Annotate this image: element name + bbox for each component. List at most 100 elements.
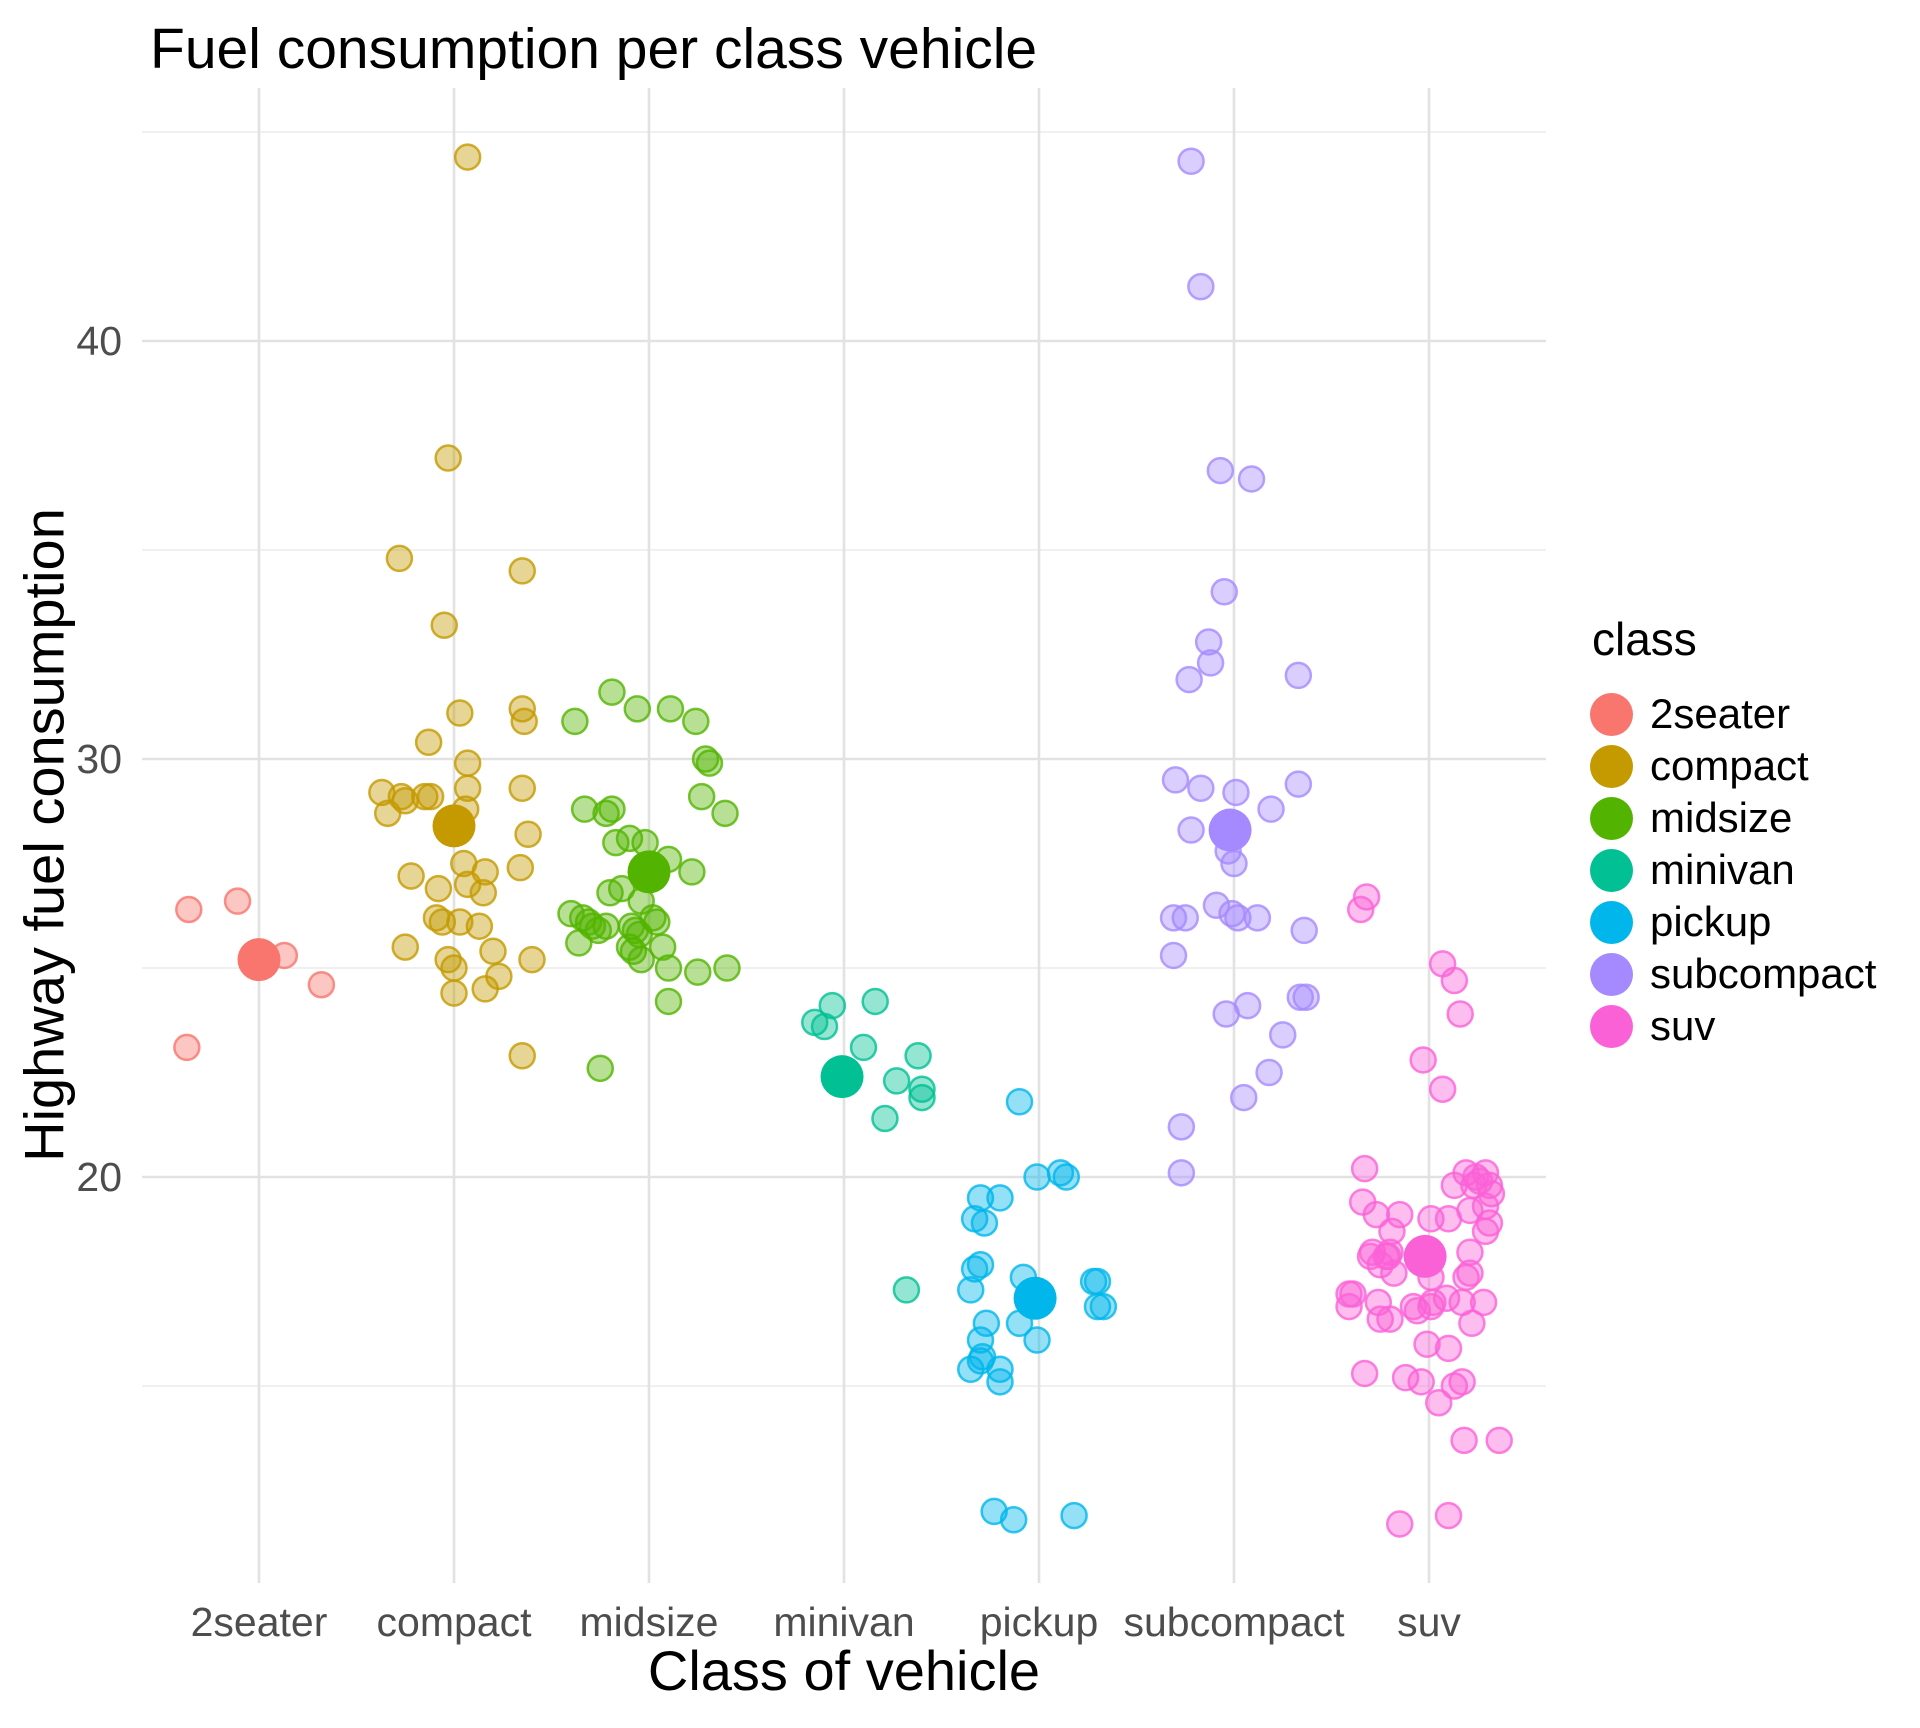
- data-point-compact: [508, 557, 536, 585]
- data-point-subcompact: [1233, 991, 1262, 1020]
- legend-label: compact: [1650, 742, 1809, 789]
- data-point-pickup: [1060, 1501, 1088, 1530]
- data-point-suv: [1425, 1388, 1453, 1417]
- data-point-midsize: [561, 707, 589, 736]
- data-point-suv: [1450, 1426, 1478, 1455]
- data-point-minivan: [904, 1042, 932, 1070]
- data-point-pickup: [966, 1251, 995, 1279]
- data-point-subcompact: [1243, 904, 1272, 932]
- data-point-subcompact: [1161, 766, 1190, 794]
- legend-items: 2seater compact midsize minivan pickup subcom…: [1590, 688, 1876, 1052]
- data-point-minivan: [908, 1083, 936, 1112]
- x-tick-label-midsize: midsize: [579, 1599, 719, 1645]
- y-tick-label: 20: [76, 1154, 122, 1200]
- data-point-subcompact: [1222, 778, 1250, 807]
- x-tick-label-suv: suv: [1397, 1599, 1461, 1645]
- data-point-midsize: [654, 987, 683, 1016]
- data-point-midsize: [656, 695, 685, 723]
- data-point-subcompact: [1177, 816, 1205, 844]
- data-point-subcompact: [1194, 628, 1223, 656]
- data-point-suv: [1456, 1259, 1484, 1287]
- data-point-2seater: [175, 895, 203, 924]
- legend-swatch-icon: [1590, 900, 1633, 944]
- data-point-compact: [453, 143, 482, 171]
- data-point-suv: [1471, 1217, 1500, 1246]
- data-point-suv: [1376, 1305, 1404, 1333]
- data-point-compact: [479, 937, 507, 966]
- data-point-suv: [1440, 966, 1469, 995]
- data-point-2seater: [307, 970, 336, 999]
- x-tick-label-2seater: 2seater: [190, 1599, 328, 1645]
- data-point-midsize: [623, 695, 652, 723]
- data-point-subcompact: [1292, 983, 1320, 1012]
- legend-item-compact: compact: [1590, 740, 1876, 792]
- data-point-compact: [397, 862, 425, 890]
- data-point-minivan: [861, 987, 889, 1016]
- data-point-suv: [1362, 1200, 1391, 1229]
- data-point-compact: [471, 975, 499, 1003]
- x-tick-label-compact: compact: [376, 1599, 532, 1645]
- data-point-subcompact: [1167, 1159, 1196, 1187]
- data-point-midsize: [615, 824, 644, 853]
- data-point-pickup: [970, 1209, 999, 1237]
- data-point-pickup: [1023, 1163, 1051, 1191]
- legend-item-suv: suv: [1590, 1000, 1876, 1052]
- legend-label: 2seater: [1650, 690, 1791, 737]
- data-point-suv: [1446, 1000, 1474, 1028]
- mean-point-pickup: [1013, 1276, 1057, 1320]
- data-point-midsize: [682, 707, 710, 736]
- data-point-compact: [453, 774, 482, 803]
- data-point-compact: [440, 979, 468, 1007]
- data-point-subcompact: [1187, 774, 1215, 803]
- data-point-suv: [1366, 1251, 1394, 1279]
- data-point-suv: [1350, 1154, 1379, 1183]
- data-point-compact: [446, 699, 474, 727]
- data-point-suv: [1407, 1368, 1435, 1396]
- data-point-subcompact: [1206, 456, 1235, 485]
- data-point-subcompact: [1284, 661, 1313, 690]
- y-tick-label: 30: [76, 736, 122, 782]
- mean-point-suv: [1403, 1234, 1447, 1278]
- data-point-pickup: [999, 1506, 1028, 1534]
- data-point-compact: [453, 870, 482, 899]
- x-tick-label-minivan: minivan: [773, 1599, 915, 1645]
- data-point-minivan: [892, 1276, 921, 1304]
- legend-swatch-icon: [1590, 744, 1633, 788]
- data-point-minivan: [882, 1067, 911, 1095]
- y-tick-label: 40: [76, 318, 122, 364]
- legend-item-pickup: pickup: [1590, 896, 1876, 948]
- data-point-suv: [1458, 1309, 1486, 1338]
- data-point-compact: [434, 444, 462, 472]
- data-point-suv: [1380, 1259, 1408, 1287]
- data-point-suv: [1366, 1305, 1394, 1333]
- data-point-pickup: [986, 1368, 1014, 1396]
- data-point-midsize: [598, 795, 626, 823]
- legend-label: midsize: [1650, 794, 1793, 841]
- legend-swatch-icon: [1590, 1004, 1633, 1048]
- data-point-minivan: [908, 1075, 936, 1103]
- data-point-compact: [430, 611, 458, 639]
- data-point-compact: [508, 774, 536, 803]
- data-point-compact: [506, 853, 535, 882]
- chart-title: Fuel consumption per class vehicle: [150, 17, 1038, 81]
- data-point-compact: [387, 782, 416, 811]
- legend-item-subcompact: subcompact: [1590, 948, 1876, 1000]
- x-tick-label-pickup: pickup: [979, 1599, 1099, 1645]
- data-point-midsize: [570, 795, 599, 823]
- data-point-suv: [1485, 1426, 1513, 1455]
- data-point-midsize: [639, 904, 667, 932]
- legend-swatch-icon: [1590, 848, 1633, 892]
- data-point-suv: [1434, 1501, 1463, 1530]
- data-point-subcompact: [1177, 147, 1205, 176]
- legend-label: suv: [1650, 1002, 1716, 1049]
- data-point-subcompact: [1175, 665, 1203, 694]
- data-point-midsize: [607, 874, 636, 903]
- data-point-subcompact: [1269, 1021, 1297, 1049]
- legend-swatch-icon: [1590, 692, 1633, 736]
- data-point-compact: [514, 820, 542, 848]
- legend-item-midsize: midsize: [1590, 792, 1876, 844]
- data-point-compact: [510, 707, 538, 736]
- data-point-suv: [1434, 1334, 1463, 1363]
